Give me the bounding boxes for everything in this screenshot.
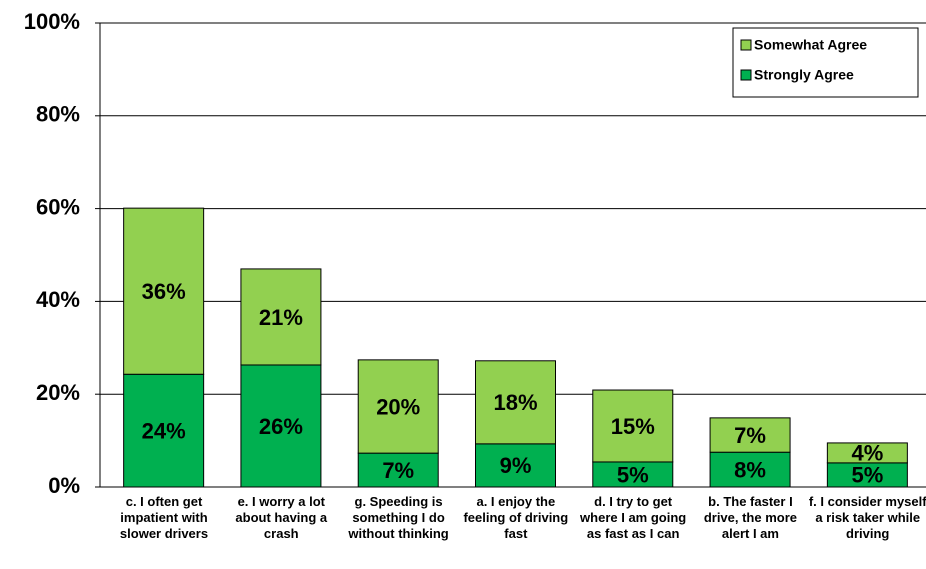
data-label: 36% — [142, 279, 186, 304]
data-label: 26% — [259, 414, 303, 439]
bar-segment — [592, 389, 674, 463]
y-tick-label: 0% — [48, 473, 80, 498]
bar-segment — [475, 360, 556, 445]
data-label: 5% — [617, 462, 649, 487]
data-label: 7% — [382, 458, 414, 483]
bar-segment — [826, 462, 908, 488]
x-tick-label: b. The faster I drive, the more alert I … — [703, 494, 798, 541]
legend-box — [732, 27, 919, 98]
data-label: 9% — [500, 453, 532, 478]
bar-segment — [475, 443, 556, 488]
x-tick-label: g. Speeding is something I do without th… — [348, 494, 449, 541]
bar-segment — [123, 373, 205, 488]
legend-swatch — [740, 39, 752, 51]
data-label: 24% — [142, 418, 186, 443]
data-label: 20% — [376, 394, 420, 419]
data-label: 4% — [851, 441, 883, 466]
data-label: 8% — [734, 457, 766, 482]
data-label: 7% — [734, 423, 766, 448]
bar-segment — [709, 417, 791, 453]
bar-segment — [357, 359, 439, 454]
y-tick-label: 100% — [24, 9, 80, 34]
legend-swatch — [740, 69, 752, 81]
legend-label: Somewhat Agree — [754, 37, 867, 53]
y-tick-label: 40% — [36, 287, 80, 312]
bar-segment — [592, 461, 674, 488]
x-tick-label: c. I often get impatient with slower dri… — [119, 494, 209, 541]
x-tick-label: a. I enjoy the feeling of driving fast — [463, 494, 569, 541]
bar-segment — [123, 207, 205, 375]
y-tick-label: 60% — [36, 194, 80, 219]
bar-segment — [357, 452, 439, 488]
y-tick-label: 80% — [36, 102, 80, 127]
y-tick-label: 20% — [36, 380, 80, 405]
bar-segment — [826, 442, 908, 464]
data-label: 21% — [259, 305, 303, 330]
data-label: 15% — [611, 414, 655, 439]
x-tick-label: e. I worry a lot about having a crash — [235, 494, 328, 541]
bar-segment — [240, 268, 322, 366]
x-tick-label: f. I consider myself a risk taker while … — [808, 494, 926, 541]
x-tick-label: d. I try to get where I am going as fast… — [580, 494, 687, 541]
bar-segment — [240, 364, 322, 488]
legend-label: Strongly Agree — [754, 67, 854, 83]
data-label: 5% — [851, 463, 883, 488]
data-label: 18% — [493, 390, 537, 415]
